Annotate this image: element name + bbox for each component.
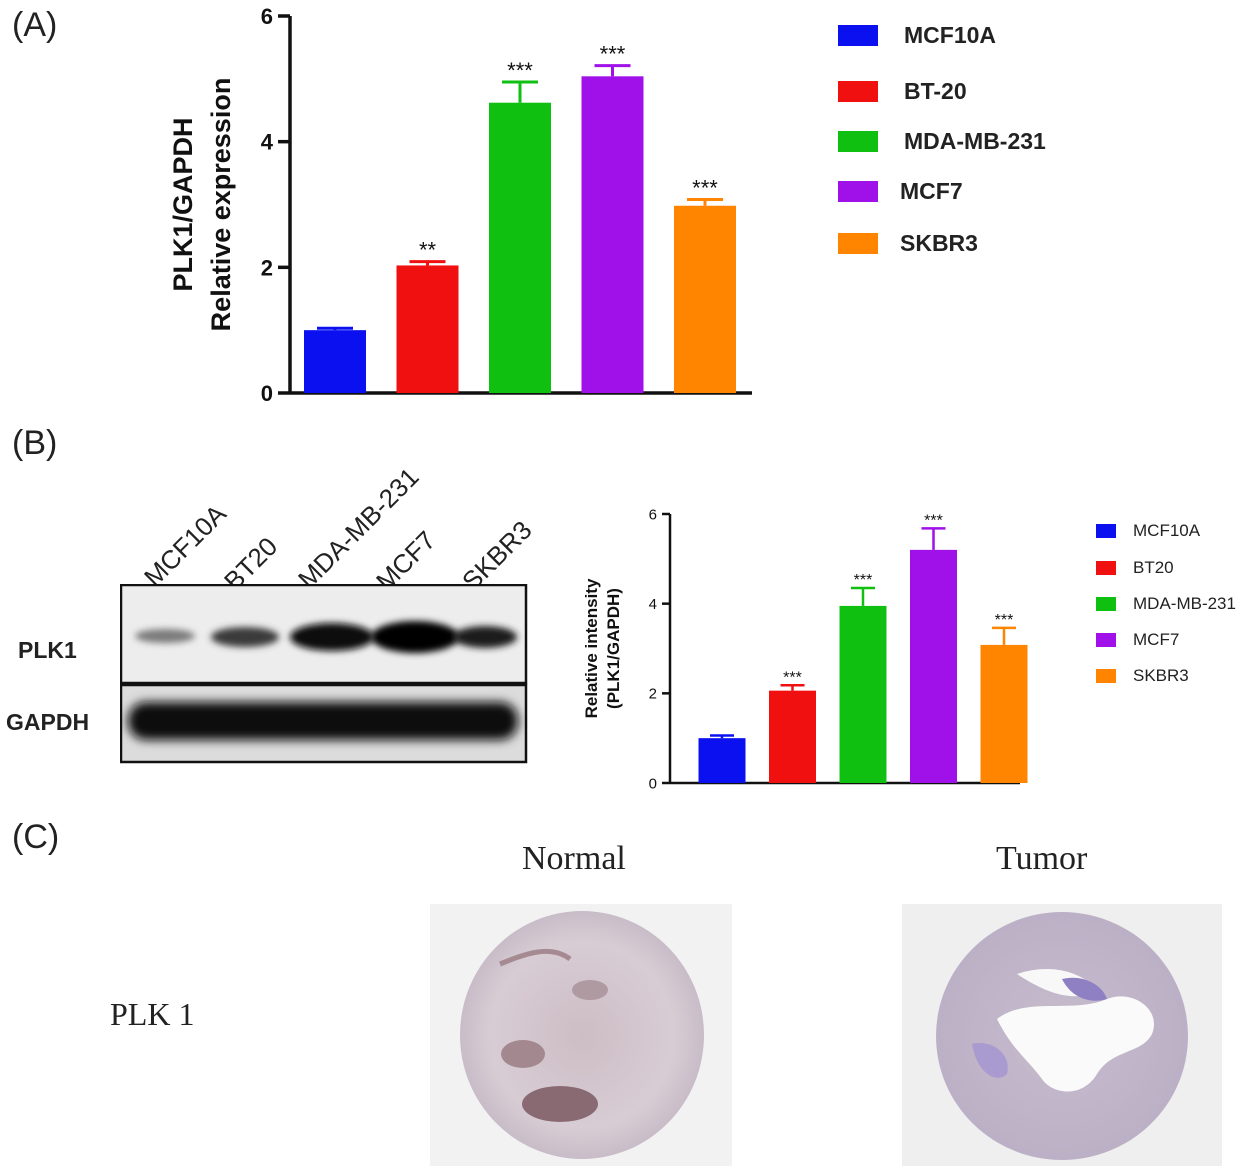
legend-b-item: MCF7 xyxy=(1096,630,1179,650)
legend-b-swatch xyxy=(1096,561,1116,575)
legend-a-item: MDA-MB-231 xyxy=(838,128,1046,155)
legend-a-label: MCF7 xyxy=(900,178,963,204)
panel-label-b: (B) xyxy=(12,424,58,462)
legend-a-item: MCF7 xyxy=(838,178,963,205)
panel-label-c: (C) xyxy=(12,818,60,856)
legend-a-swatch xyxy=(838,81,878,102)
legend-b-item: MCF10A xyxy=(1096,521,1200,541)
legend-a-item: BT-20 xyxy=(838,78,967,105)
legend-b-label: SKBR3 xyxy=(1133,666,1189,685)
panel-label-a: (A) xyxy=(12,6,58,44)
legend-b-label: MDA-MB-231 xyxy=(1133,594,1236,613)
bar-bt20 xyxy=(769,690,816,783)
bar-bt-20 xyxy=(396,265,459,393)
bar-mda-mb-231 xyxy=(839,605,887,783)
legend-b-item: BT20 xyxy=(1096,558,1174,578)
y-axis-title: PLK1/GAPDH xyxy=(168,117,198,291)
legend-a-item: SKBR3 xyxy=(838,230,978,257)
significance-label: *** xyxy=(924,512,943,529)
legend-b-item: MDA-MB-231 xyxy=(1096,594,1236,614)
bar-mcf10a xyxy=(304,330,366,393)
legend-b-swatch xyxy=(1096,597,1116,611)
legend-b-label: MCF7 xyxy=(1133,630,1180,649)
significance-label: *** xyxy=(600,42,626,67)
y-axis-title: Relative expression xyxy=(206,78,236,332)
bar-mcf10a xyxy=(698,738,746,783)
bar-skbr3 xyxy=(980,644,1028,783)
legend-b: MCF10A BT20 MDA-MB-231 MCF7 SKBR3 xyxy=(1096,521,1245,701)
legend-a-swatch xyxy=(838,233,878,254)
significance-label: ** xyxy=(419,238,437,263)
y-tick-label: 6 xyxy=(649,506,657,523)
legend-b-swatch xyxy=(1096,669,1116,683)
western-blot-image xyxy=(120,584,528,764)
bar-mcf7 xyxy=(910,549,957,783)
legend-a-label: MDA-MB-231 xyxy=(904,128,1046,154)
legend-a-swatch xyxy=(838,181,878,202)
legend-a: MCF10A BT-20 MDA-MB-231 MCF7 SKBR3 xyxy=(838,22,1158,282)
legend-a-swatch xyxy=(838,131,878,152)
significance-label: *** xyxy=(854,572,873,589)
legend-b-label: BT20 xyxy=(1133,558,1174,577)
y-tick-label: 4 xyxy=(261,130,274,155)
y-tick-label: 0 xyxy=(261,381,273,406)
ihc-normal-image xyxy=(430,904,732,1166)
significance-label: *** xyxy=(783,669,802,686)
ihc-col-tumor: Tumor xyxy=(996,840,1088,877)
y-tick-label: 2 xyxy=(649,686,657,703)
legend-b-swatch xyxy=(1096,633,1116,647)
significance-label: *** xyxy=(692,175,718,200)
legend-a-label: BT-20 xyxy=(904,78,967,104)
bar-mcf7 xyxy=(581,76,644,393)
bar-skbr3 xyxy=(674,205,736,393)
legend-a-label: MCF10A xyxy=(904,22,997,48)
y-tick-label: 6 xyxy=(261,4,273,29)
chart-b: 0 2 4 6 *** *** *** *** Relative intensity (PLK1/… xyxy=(582,506,1028,792)
significance-label: *** xyxy=(995,612,1014,629)
legend-a-item: MCF10A xyxy=(838,22,996,49)
ihc-tumor-image xyxy=(902,904,1222,1166)
legend-a-swatch xyxy=(838,25,878,46)
legend-b-swatch xyxy=(1096,524,1116,538)
legend-a-label: SKBR3 xyxy=(900,230,978,256)
blot-lane-label: MCF10A xyxy=(138,498,232,593)
y-axis-title: (PLK1/GAPDH) xyxy=(604,588,623,709)
bar-mda-mb-231 xyxy=(489,102,551,394)
y-tick-label: 4 xyxy=(649,596,657,613)
y-axis-title: Relative intensity xyxy=(582,578,601,718)
ihc-col-normal: Normal xyxy=(522,840,626,877)
blot-row-label-plk1: PLK1 xyxy=(18,637,77,663)
significance-label: *** xyxy=(507,58,533,83)
y-tick-label: 0 xyxy=(649,775,657,792)
y-tick-label: 2 xyxy=(261,255,273,280)
blot-row-label-gapdh: GAPDH xyxy=(6,709,90,735)
legend-b-label: MCF10A xyxy=(1133,521,1201,540)
ihc-row-label: PLK 1 xyxy=(110,996,195,1032)
legend-b-item: SKBR3 xyxy=(1096,666,1189,686)
